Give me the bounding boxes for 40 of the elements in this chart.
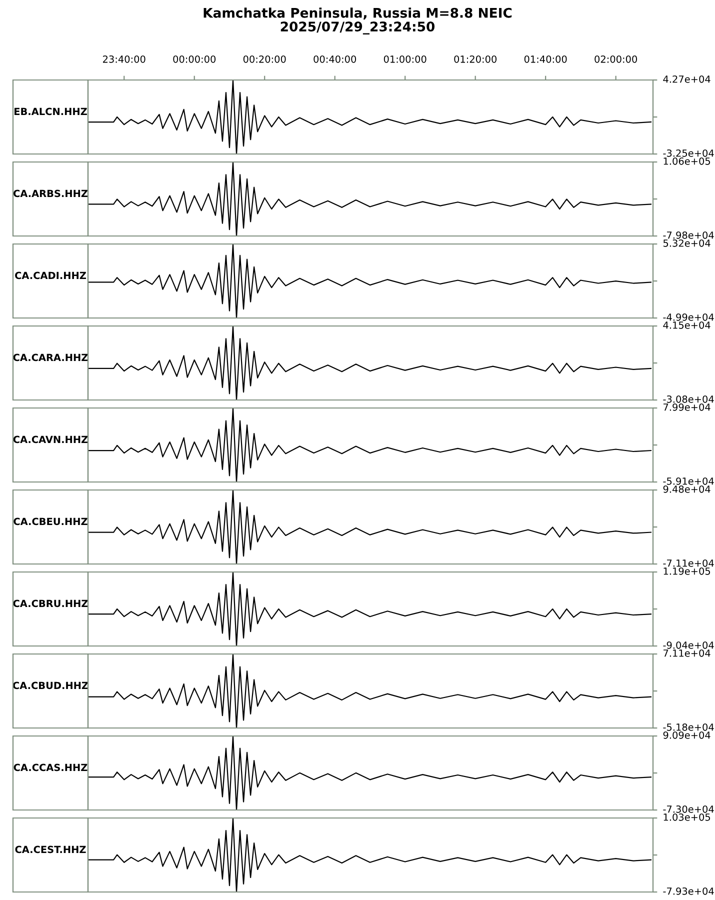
- y-tick-label: -9.04e+04: [663, 641, 714, 649]
- y-axis-title: CA.CEST.HHZ: [15, 846, 86, 854]
- y-tick-label: -3.25e+04: [663, 149, 714, 157]
- y-tick-label: 1.06e+05: [664, 157, 710, 165]
- y-axis-title: CA.CCAS.HHZ: [14, 764, 88, 772]
- y-tick-label: 4.27e+04: [663, 75, 710, 83]
- x-tick-label: 02:00:00: [594, 55, 638, 63]
- y-tick-label: 1.03e+05: [664, 813, 710, 821]
- y-tick-label: 7.11e+04: [664, 649, 710, 657]
- x-tick-label: 00:00:00: [173, 55, 216, 63]
- x-tick-label: 00:40:00: [314, 55, 356, 63]
- chart-subtitle: 2025/07/29_23:24:50: [280, 22, 435, 34]
- y-tick-label: -7.30e+04: [663, 805, 714, 813]
- x-tick-label: 00:20:00: [243, 55, 286, 63]
- x-tick-label: 01:00:00: [384, 55, 426, 63]
- y-axis-title: CA.CBEU.HHZ: [14, 518, 88, 526]
- y-tick-label: 9.48e+04: [663, 485, 710, 493]
- y-axis-title: EB.ALCN.HHZ: [14, 108, 87, 116]
- y-axis-title: CA.CADI.HHZ: [15, 272, 86, 280]
- y-axis-title: CA.CBRU.HHZ: [13, 600, 88, 608]
- y-axis-title: CA.CBUD.HHZ: [12, 682, 88, 690]
- x-tick-label: 01:40:00: [524, 55, 567, 63]
- x-tick-label: 01:20:00: [454, 55, 497, 63]
- y-tick-label: -4.99e+04: [663, 313, 714, 321]
- y-axis-title: CA.CAVN.HHZ: [13, 436, 88, 444]
- y-tick-label: -5.18e+04: [663, 723, 714, 731]
- chart-title: Kamchatka Peninsula, Russia M=8.8 NEIC: [204, 8, 512, 20]
- y-tick-label: 7.99e+04: [664, 403, 710, 411]
- y-tick-label: -5.91e+04: [663, 477, 714, 485]
- y-tick-label: -7.93e+04: [663, 887, 714, 895]
- y-tick-label: -3.08e+04: [663, 395, 714, 403]
- y-tick-label: -7.11e+04: [663, 559, 714, 567]
- y-axis-title: CA.CARA.HHZ: [13, 354, 88, 362]
- y-tick-label: 4.15e+04: [663, 321, 710, 329]
- y-axis-title: CA.ARBS.HHZ: [14, 190, 88, 198]
- y-tick-label: 1.19e+05: [664, 567, 710, 575]
- x-tick-label: 23:40:00: [102, 55, 146, 63]
- y-tick-label: 5.32e+04: [663, 239, 710, 247]
- y-tick-label: -7.98e+04: [663, 231, 714, 239]
- y-tick-label: 9.09e+04: [663, 731, 710, 739]
